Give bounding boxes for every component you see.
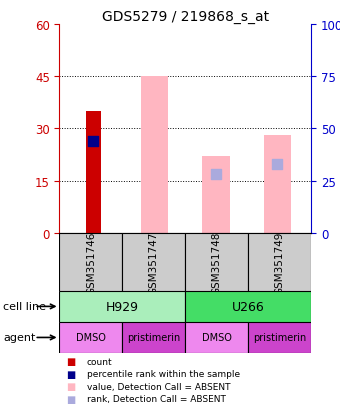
Text: pristimerin: pristimerin	[253, 332, 306, 343]
Point	[90, 138, 96, 145]
Text: percentile rank within the sample: percentile rank within the sample	[87, 369, 240, 378]
Text: GSM351746: GSM351746	[86, 230, 96, 294]
Text: cell line: cell line	[3, 301, 46, 312]
Bar	[202, 157, 230, 233]
Bar	[122, 322, 185, 353]
Title: GDS5279 / 219868_s_at: GDS5279 / 219868_s_at	[102, 10, 269, 24]
Bar	[248, 233, 311, 291]
Bar	[122, 233, 185, 291]
Text: agent: agent	[3, 332, 36, 343]
Text: GSM351748: GSM351748	[212, 230, 222, 294]
Text: ■: ■	[66, 381, 75, 391]
Text: DMSO: DMSO	[76, 332, 106, 343]
Text: DMSO: DMSO	[202, 332, 232, 343]
Bar	[141, 77, 168, 233]
Bar	[86, 112, 101, 233]
Text: count: count	[87, 357, 112, 366]
Bar	[59, 322, 122, 353]
Bar	[59, 233, 122, 291]
Text: GSM351747: GSM351747	[149, 230, 159, 294]
Text: U266: U266	[232, 300, 265, 313]
Text: H929: H929	[106, 300, 139, 313]
Bar	[185, 291, 311, 322]
Point	[213, 172, 219, 178]
Point	[275, 161, 280, 168]
Bar	[185, 322, 248, 353]
Bar	[59, 291, 185, 322]
Bar	[248, 322, 311, 353]
Text: rank, Detection Call = ABSENT: rank, Detection Call = ABSENT	[87, 394, 225, 403]
Text: pristimerin: pristimerin	[127, 332, 181, 343]
Text: value, Detection Call = ABSENT: value, Detection Call = ABSENT	[87, 382, 230, 391]
Text: ■: ■	[66, 369, 75, 379]
Bar	[264, 136, 291, 233]
Text: ■: ■	[66, 394, 75, 404]
Bar	[185, 233, 248, 291]
Text: GSM351749: GSM351749	[275, 230, 285, 294]
Text: ■: ■	[66, 356, 75, 366]
